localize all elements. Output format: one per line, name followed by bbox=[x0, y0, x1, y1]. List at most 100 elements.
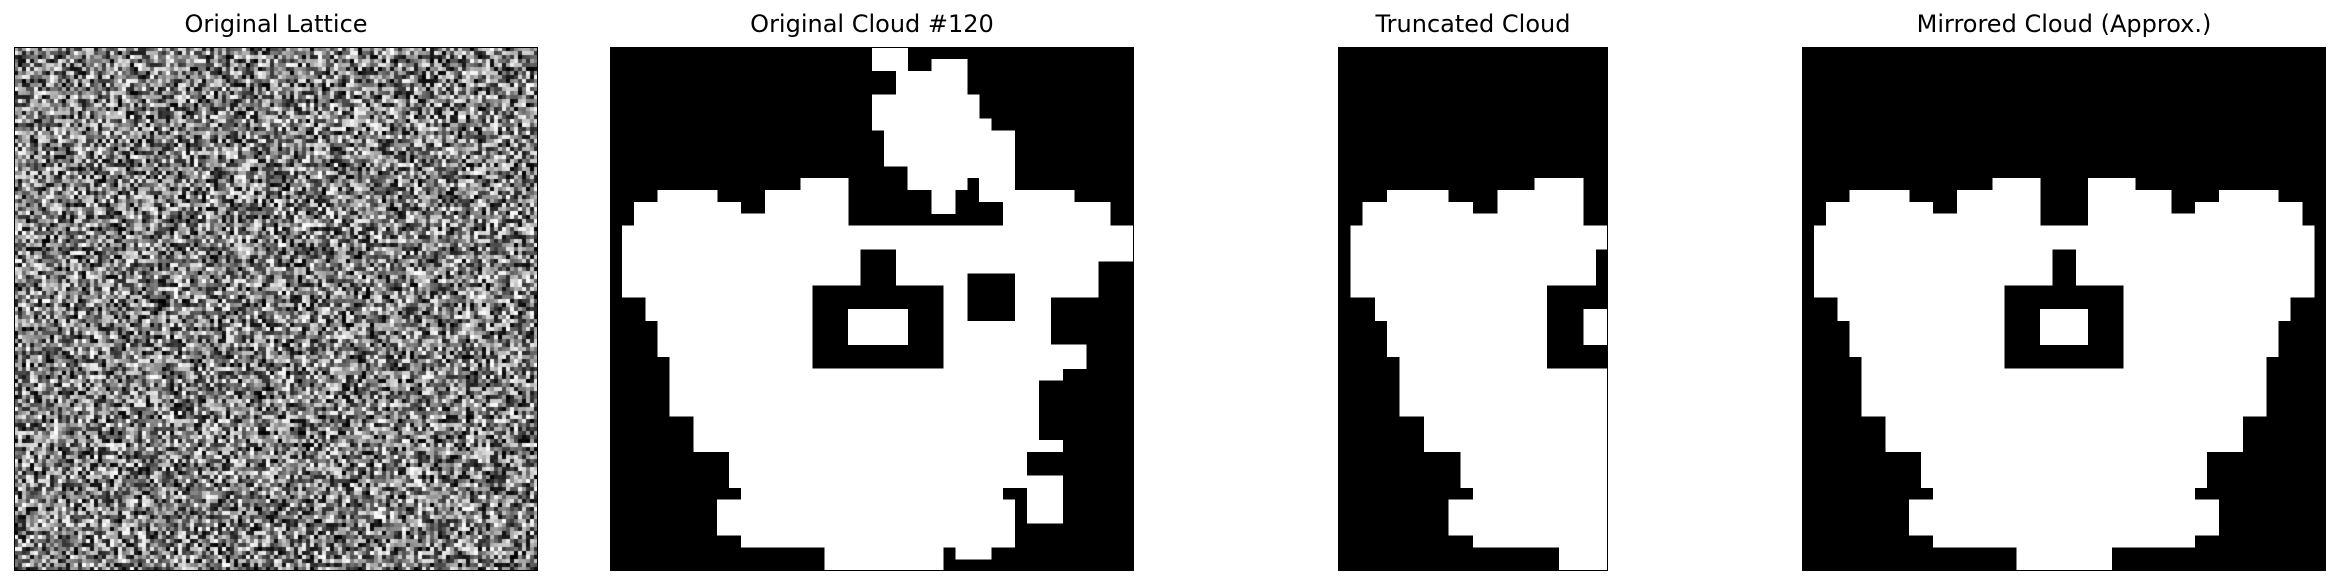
cloud-cell bbox=[2159, 297, 2172, 310]
cloud-cell bbox=[1436, 332, 1449, 345]
cloud-cell bbox=[1558, 440, 1572, 453]
cloud-cell bbox=[991, 356, 1004, 369]
cloud-cell bbox=[1921, 201, 1934, 214]
cloud-cell bbox=[1050, 487, 1063, 500]
cloud-cell bbox=[1980, 189, 1993, 203]
cloud-cell bbox=[2111, 499, 2124, 512]
cloud-cell bbox=[1558, 380, 1572, 393]
cloud-cell bbox=[967, 547, 980, 560]
cloud-cell bbox=[824, 273, 837, 286]
cloud-cell bbox=[2075, 404, 2089, 417]
cloud-cell bbox=[919, 475, 932, 488]
cloud-cell bbox=[943, 297, 956, 310]
cloud-cell bbox=[1933, 523, 1946, 536]
cloud-cell bbox=[1485, 428, 1498, 441]
cloud-cell bbox=[1497, 332, 1511, 345]
cloud-cell bbox=[907, 499, 920, 512]
cloud-cell bbox=[1980, 368, 1993, 381]
cloud-cell bbox=[2242, 201, 2255, 214]
cloud-cell bbox=[979, 523, 992, 536]
cloud-cell bbox=[812, 392, 825, 405]
cloud-cell bbox=[1074, 201, 1087, 214]
cloud-cell bbox=[2254, 189, 2267, 203]
cloud-cell bbox=[2087, 523, 2100, 536]
cloud-cell bbox=[1968, 261, 1981, 274]
cloud-cell bbox=[1849, 344, 1862, 357]
cloud-cell bbox=[836, 380, 849, 393]
cloud-cell bbox=[1861, 249, 1874, 262]
cloud-cell bbox=[1534, 213, 1547, 226]
cloud-cell bbox=[633, 249, 646, 262]
cloud-cell bbox=[1944, 344, 1958, 357]
cloud-cell bbox=[979, 166, 992, 179]
cloud-cell bbox=[979, 154, 992, 167]
cloud-cell bbox=[931, 130, 944, 143]
cloud-cell bbox=[741, 380, 754, 393]
cloud-cell bbox=[991, 178, 1004, 191]
cloud-image bbox=[610, 47, 1134, 571]
cloud-cell bbox=[860, 428, 873, 441]
chart-title-mirrored-cloud: Mirrored Cloud (Approx.) bbox=[1916, 10, 2212, 38]
cloud-cell bbox=[1571, 392, 1584, 405]
cloud-cell bbox=[931, 416, 944, 429]
cloud-cell bbox=[776, 380, 789, 393]
cloud-cell bbox=[1921, 463, 1934, 476]
cloud-cell bbox=[812, 225, 825, 238]
cloud-cell bbox=[657, 201, 670, 214]
cloud-cell bbox=[2206, 428, 2220, 441]
cloud-cell bbox=[883, 416, 897, 429]
cloud-cell bbox=[1497, 213, 1511, 226]
cloud-cell bbox=[943, 225, 956, 238]
cloud-cell bbox=[2159, 440, 2172, 453]
cloud-cell bbox=[931, 58, 944, 72]
cloud-cell bbox=[2242, 344, 2255, 357]
cloud-cell bbox=[1522, 487, 1535, 500]
cloud-cell bbox=[717, 297, 730, 310]
cloud-cell bbox=[776, 273, 789, 286]
cloud-cell bbox=[1374, 261, 1388, 274]
cloud-cell bbox=[2087, 499, 2100, 512]
cloud-cell bbox=[1522, 475, 1535, 488]
cloud-cell bbox=[788, 428, 801, 441]
cloud-cell bbox=[955, 404, 968, 417]
cloud-cell bbox=[1583, 523, 1596, 536]
cloud-cell bbox=[1897, 416, 1910, 429]
cloud-cell bbox=[1411, 237, 1425, 250]
cloud-cell bbox=[2123, 487, 2136, 500]
cloud-cell bbox=[1885, 261, 1898, 274]
cloud-cell bbox=[2052, 547, 2065, 560]
cloud-cell bbox=[2028, 440, 2041, 453]
cloud-cell bbox=[919, 225, 932, 238]
cloud-cell bbox=[717, 201, 730, 214]
cloud-cell bbox=[967, 130, 980, 143]
cloud-cell bbox=[1595, 237, 1608, 250]
cloud-cell bbox=[1460, 273, 1474, 286]
cloud-cell bbox=[2266, 344, 2279, 357]
cloud-cell bbox=[967, 94, 980, 107]
cloud-cell bbox=[1362, 285, 1376, 298]
cloud-cell bbox=[1571, 535, 1584, 548]
cloud-cell bbox=[1003, 344, 1016, 357]
cloud-cell bbox=[741, 368, 754, 381]
cloud-cell bbox=[812, 273, 825, 286]
cloud-cell bbox=[2016, 368, 2029, 381]
cloud-cell bbox=[2206, 368, 2220, 381]
cloud-cell bbox=[1399, 309, 1412, 322]
cloud-cell bbox=[776, 213, 789, 226]
cloud-cell bbox=[2004, 392, 2017, 405]
cloud-cell bbox=[2242, 225, 2255, 238]
cloud-cell bbox=[1411, 225, 1425, 238]
cloud-cell bbox=[776, 237, 789, 250]
cloud-cell bbox=[967, 356, 980, 369]
cloud-cell bbox=[2302, 249, 2315, 262]
cloud-cell bbox=[2016, 451, 2029, 465]
cloud-cell bbox=[1861, 261, 1874, 274]
cloud-cell bbox=[1497, 344, 1511, 357]
cloud-cell bbox=[2171, 344, 2184, 357]
cloud-cell bbox=[931, 440, 944, 453]
cloud-cell bbox=[1485, 309, 1498, 322]
cloud-cell bbox=[1595, 225, 1608, 238]
cloud-cell bbox=[2028, 511, 2041, 524]
cloud-cell bbox=[1571, 189, 1584, 203]
cloud-cell bbox=[705, 428, 718, 441]
